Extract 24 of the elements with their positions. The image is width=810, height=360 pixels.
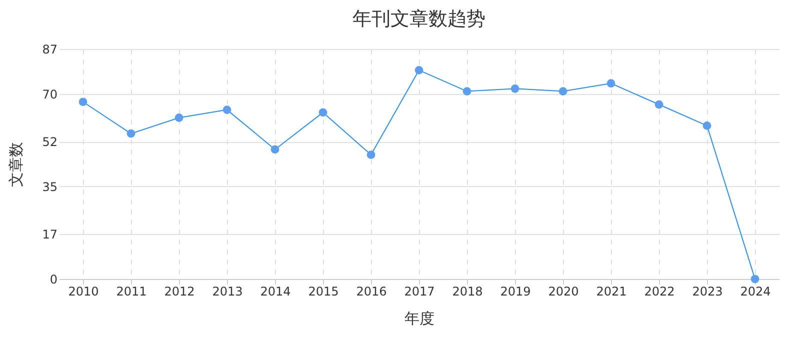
- x-tick-label: 2020: [548, 284, 579, 298]
- chart-title: 年刊文章数趋势: [352, 8, 486, 30]
- y-tick-label: 87: [42, 42, 58, 56]
- y-axis-title: 文章数: [7, 142, 26, 187]
- y-tick-label: 0: [50, 272, 58, 286]
- x-tick-label: 2024: [740, 284, 771, 298]
- x-tick-label: 2018: [452, 284, 483, 298]
- x-tick-label: 2021: [596, 284, 627, 298]
- x-tick-label: 2023: [692, 284, 723, 298]
- y-tick-label: 17: [42, 228, 58, 242]
- y-tick-label: 35: [42, 180, 58, 194]
- x-tick-label: 2017: [404, 284, 435, 298]
- x-tick-label: 2012: [164, 284, 195, 298]
- x-tick-label: 2011: [116, 284, 147, 298]
- x-tick-label: 2022: [644, 284, 675, 298]
- y-tick-label: 52: [42, 135, 58, 150]
- x-tick-label: 2019: [500, 284, 531, 298]
- x-tick-label: 2010: [68, 284, 99, 298]
- x-tick-label: 2015: [308, 284, 339, 298]
- x-tick-label: 2014: [260, 284, 291, 298]
- x-tick-label: 2013: [212, 284, 243, 298]
- x-axis-title: 年度: [404, 310, 434, 328]
- y-tick-label: 70: [42, 87, 58, 102]
- x-tick-label: 2016: [356, 284, 387, 298]
